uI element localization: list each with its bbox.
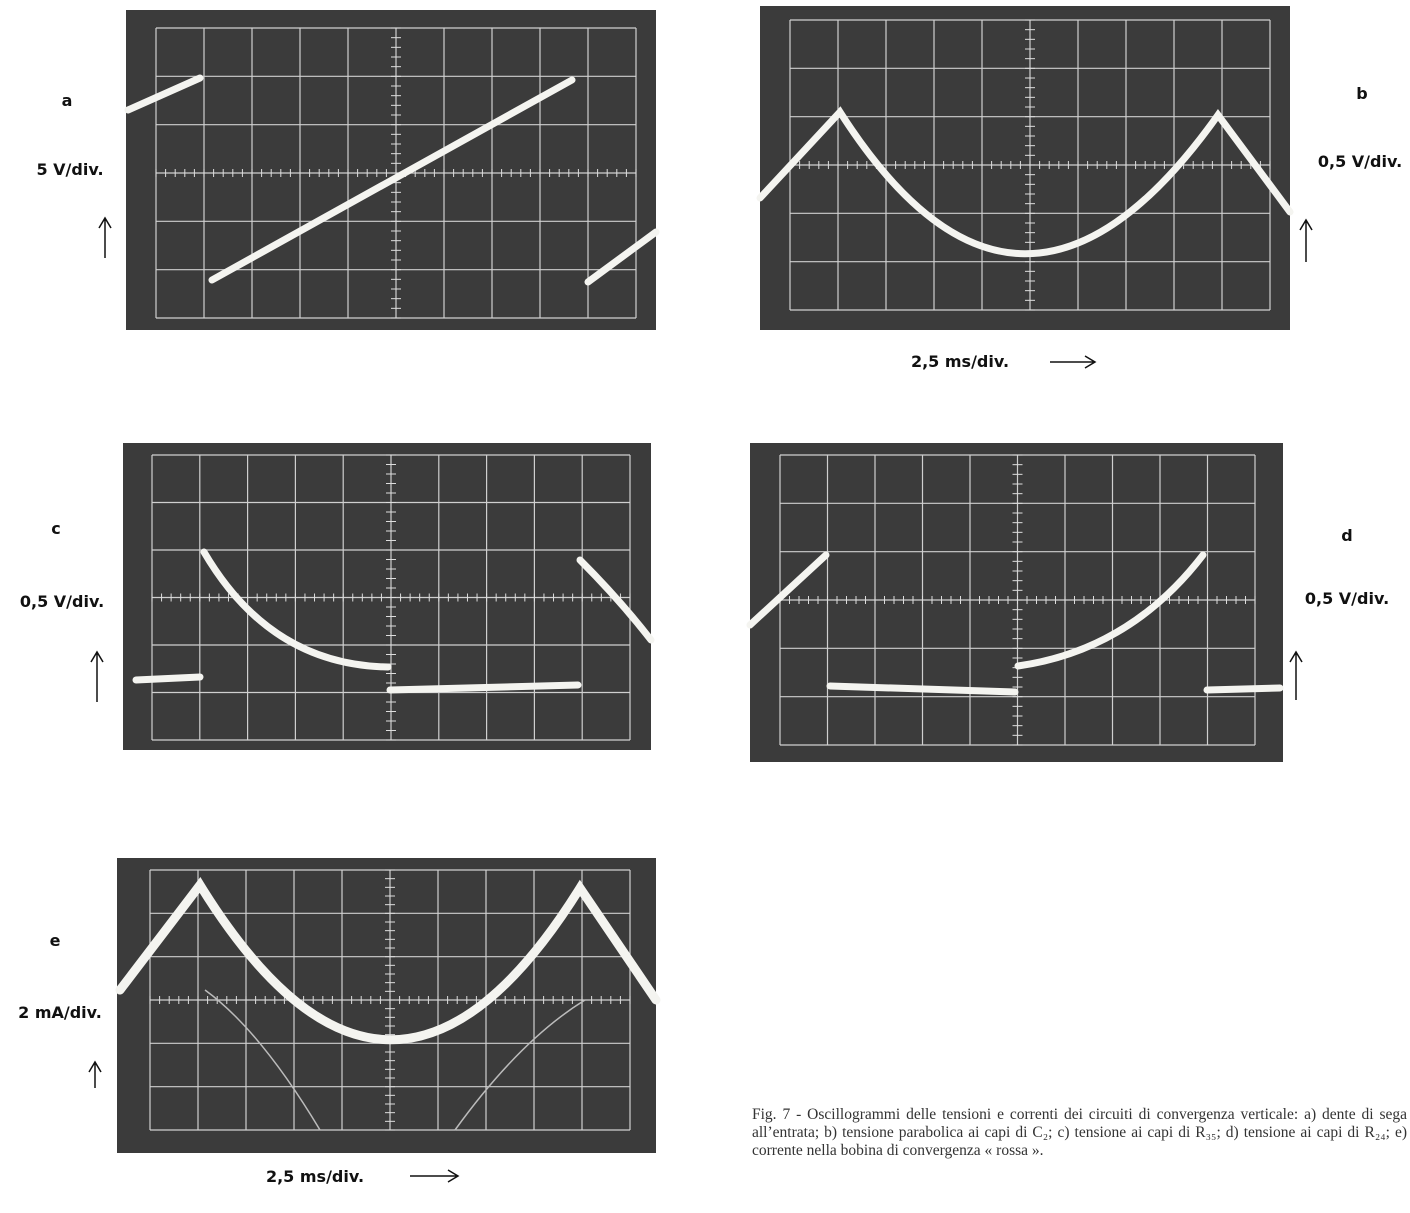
panel-scale: 0,5 V/div. — [1318, 152, 1402, 171]
screen — [123, 443, 651, 750]
trace-d — [746, 551, 1284, 696]
trace-a — [124, 74, 660, 286]
panel-scale: 0,5 V/div. — [20, 592, 104, 611]
trace-e — [115, 877, 661, 1045]
panel-letter: b — [1356, 84, 1367, 103]
panel-letter: e — [50, 931, 61, 950]
trace-b — [756, 106, 1294, 258]
caption: Fig. 7 - Oscillogrammi delle tensioni e … — [752, 1106, 1407, 1159]
screen — [126, 10, 656, 330]
trace-c — [132, 548, 655, 694]
arrows — [88, 216, 1313, 1183]
panel-letter: c — [51, 519, 60, 538]
time-scale: 2,5 ms/div. — [266, 1167, 364, 1186]
panel-scale: 0,5 V/div. — [1305, 589, 1389, 608]
panel-letter: d — [1341, 526, 1352, 545]
traces — [115, 74, 1294, 1131]
screen — [750, 443, 1283, 762]
trace-e-faint — [204, 989, 586, 1131]
panel-scale: 2 mA/div. — [18, 1003, 102, 1022]
time-scale: 2,5 ms/div. — [911, 352, 1009, 371]
panel-scale: 5 V/div. — [36, 160, 103, 179]
screen — [760, 6, 1290, 330]
panel-letter: a — [62, 91, 73, 110]
